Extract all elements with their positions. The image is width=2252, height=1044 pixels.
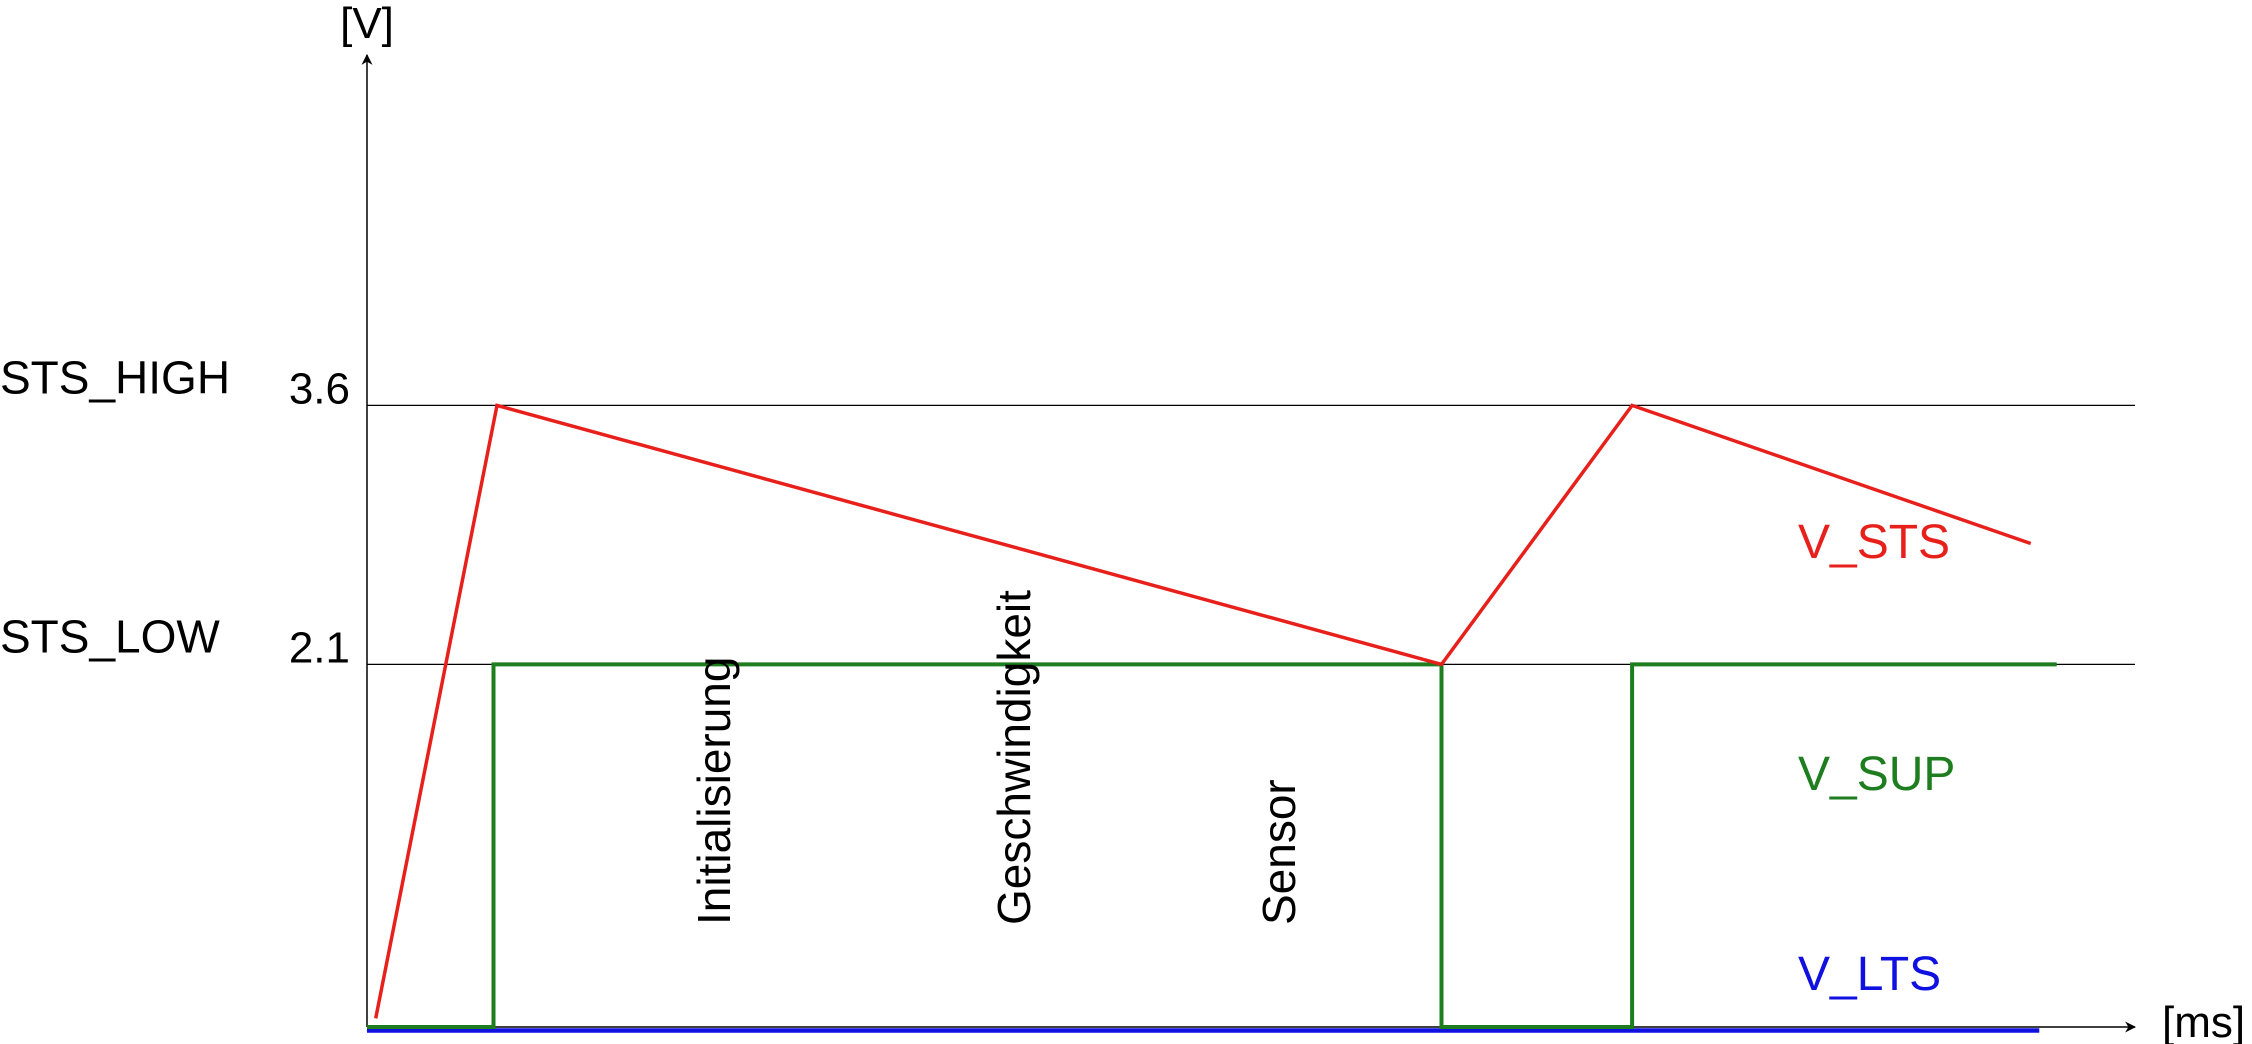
v-sts-line [373, 403, 2032, 1019]
v-lts-legend-label: V_LTS [1798, 948, 1941, 1001]
v-sup-legend-label: V_SUP [1798, 748, 1955, 801]
sts-high-label: STS_HIGH [0, 351, 230, 403]
v-sts-legend-label: V_STS [1798, 516, 1950, 569]
phase-label-initialisierung: Initialisierung [688, 657, 740, 925]
sts-low-label: STS_LOW [0, 610, 220, 662]
phase-label-sensor: Sensor [1253, 779, 1305, 925]
phase-label-geschwindigkeit: Geschwindigkeit [988, 590, 1040, 925]
y-axis-label: [V] [340, 0, 394, 48]
y-tick-label-2-1: 2.1 [289, 623, 350, 672]
y-tick-label-3-6: 3.6 [289, 364, 350, 413]
x-axis-label: [ms] [2162, 998, 2245, 1044]
v-sup-line [367, 662, 2057, 1029]
